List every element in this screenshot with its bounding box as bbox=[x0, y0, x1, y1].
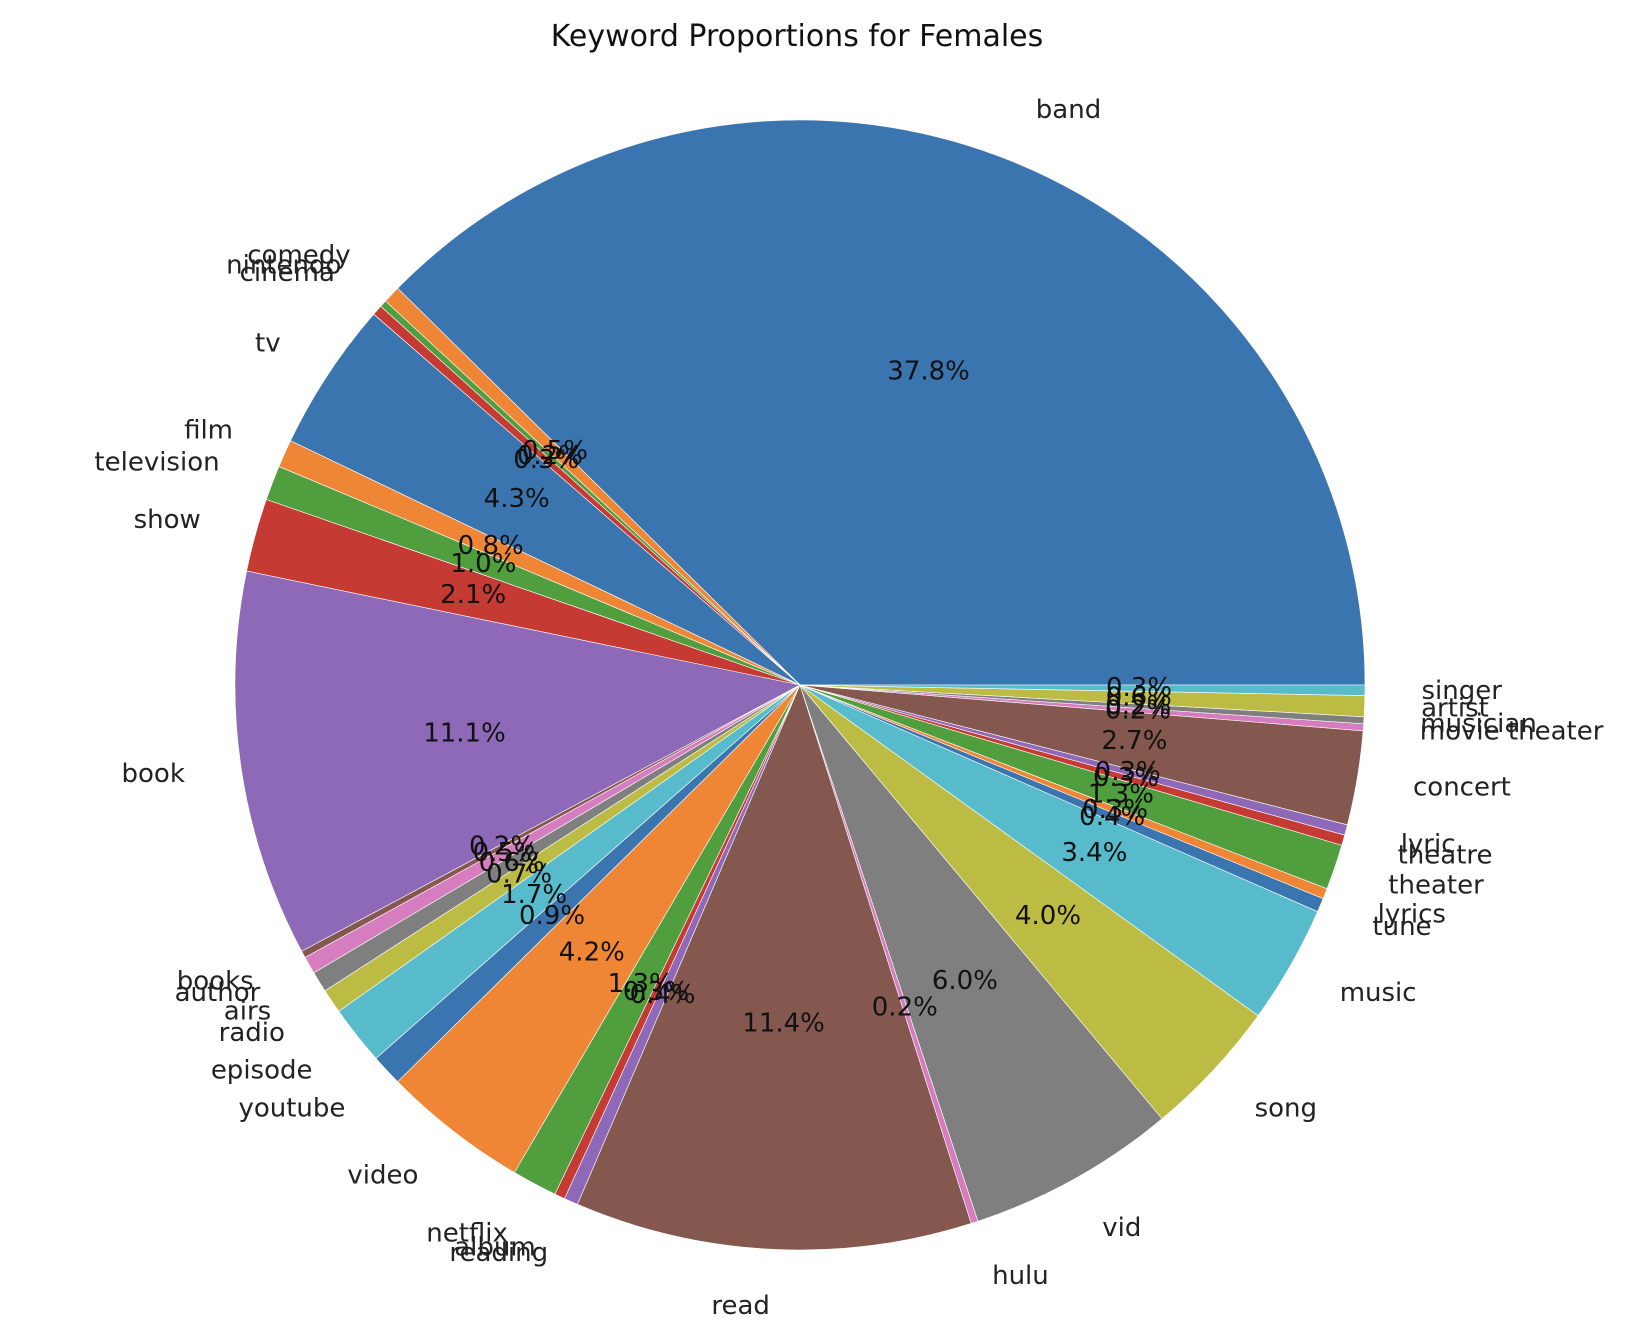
slice-percent-books: 0.2% bbox=[469, 832, 535, 862]
slice-label-theater: theater bbox=[1388, 870, 1484, 900]
slice-percent-vid: 6.0% bbox=[932, 966, 998, 996]
slice-percent-theater: 1.3% bbox=[1088, 779, 1154, 809]
chart-title: Keyword Proportions for Females bbox=[551, 19, 1044, 54]
slice-label-lyric: lyric bbox=[1401, 829, 1456, 859]
slice-percent-musician: 0.2% bbox=[1105, 691, 1171, 721]
slice-label-youtube: youtube bbox=[238, 1094, 345, 1124]
slice-label-tv: tv bbox=[255, 329, 281, 359]
slice-label-vid: vid bbox=[1102, 1213, 1141, 1243]
slice-percent-album: 0.3% bbox=[623, 977, 689, 1007]
slice-percent-reading: 0.4% bbox=[630, 980, 696, 1010]
slice-label-hulu: hulu bbox=[992, 1261, 1049, 1291]
slice-label-airs: airs bbox=[224, 997, 271, 1027]
slice-percent-netflix: 1.3% bbox=[608, 969, 674, 999]
slice-percent-cinema: 0.3% bbox=[513, 445, 579, 475]
slice-label-comedy: comedy bbox=[247, 241, 350, 271]
slice-label-song: song bbox=[1255, 1094, 1317, 1124]
pie-slice-book bbox=[234, 570, 801, 952]
slice-percent-song: 4.0% bbox=[1015, 901, 1081, 931]
slice-label-theatre: theatre bbox=[1398, 841, 1493, 871]
slice-percent-read: 11.4% bbox=[742, 1009, 825, 1039]
slice-percent-youtube: 0.9% bbox=[519, 901, 585, 931]
slice-label-movie-theater: movie theater bbox=[1420, 717, 1604, 747]
slice-label-episode: episode bbox=[211, 1055, 313, 1085]
slice-label-radio: radio bbox=[219, 1018, 285, 1048]
slice-label-music: music bbox=[1340, 978, 1417, 1008]
slice-label-books: books bbox=[177, 966, 254, 996]
slice-label-musician: musician bbox=[1420, 709, 1537, 739]
slice-percent-nintendo: 0.2% bbox=[517, 441, 583, 471]
slice-label-television: television bbox=[94, 448, 219, 478]
pie-slice-singer bbox=[799, 684, 1366, 696]
slice-label-video: video bbox=[347, 1161, 418, 1191]
slice-label-concert: concert bbox=[1413, 773, 1511, 803]
slice-percent-band: 37.8% bbox=[887, 356, 970, 386]
slice-label-artist: artist bbox=[1421, 693, 1489, 723]
slice-percent-hulu: 0.2% bbox=[872, 992, 938, 1022]
slice-label-tune: tune bbox=[1372, 912, 1431, 942]
pie-slices bbox=[234, 119, 1366, 1251]
pie-slice-read bbox=[577, 684, 972, 1251]
slice-percent-lyric: 0.3% bbox=[1095, 757, 1161, 787]
slice-label-nintendo: nintendo bbox=[226, 251, 341, 281]
pie-slice-band bbox=[397, 119, 1366, 686]
slice-percent-radio: 0.7% bbox=[486, 860, 552, 890]
slice-label-reading: reading bbox=[449, 1238, 548, 1268]
slice-percent-lyrics: 0.3% bbox=[1082, 795, 1148, 825]
slice-percent-tv: 4.3% bbox=[484, 484, 550, 514]
slice-percent-tune: 0.4% bbox=[1079, 802, 1145, 832]
slice-percent-video: 4.2% bbox=[559, 938, 625, 968]
pie-slice-vid bbox=[799, 684, 1163, 1222]
slice-label-singer: singer bbox=[1422, 676, 1503, 706]
slice-percentages: 37.8%0.5%0.2%0.3%4.3%0.8%1.0%2.1%11.1%0.… bbox=[423, 356, 1172, 1038]
slice-label-album: album bbox=[454, 1233, 535, 1263]
slice-percent-singer: 0.3% bbox=[1106, 673, 1172, 703]
slice-percent-author: 0.5% bbox=[473, 838, 539, 868]
slice-label-read: read bbox=[711, 1291, 770, 1321]
slice-percent-film: 0.8% bbox=[458, 531, 524, 561]
slice-percent-artist: 0.6% bbox=[1106, 683, 1172, 713]
slice-label-band: band bbox=[1036, 95, 1101, 125]
slice-label-film: film bbox=[184, 415, 233, 445]
slice-label-show: show bbox=[134, 505, 201, 535]
slice-percent-airs: 0.6% bbox=[479, 848, 545, 878]
slice-percent-comedy: 0.5% bbox=[522, 436, 588, 466]
slice-percent-theatre: 0.3% bbox=[1093, 763, 1159, 793]
slice-label-netflix: netflix bbox=[426, 1219, 508, 1249]
slice-percent-book: 11.1% bbox=[423, 719, 506, 749]
slice-percent-movie-theater: 0.2% bbox=[1105, 695, 1171, 725]
slice-label-author: author bbox=[175, 978, 261, 1008]
slice-percent-episode: 1.7% bbox=[501, 880, 567, 910]
slice-label-lyrics: lyrics bbox=[1378, 900, 1446, 930]
slice-label-cinema: cinema bbox=[240, 258, 335, 288]
slice-percent-concert: 2.7% bbox=[1101, 726, 1167, 756]
slice-percent-show: 2.1% bbox=[440, 580, 506, 610]
slice-percent-television: 1.0% bbox=[450, 549, 516, 579]
slice-percent-music: 3.4% bbox=[1061, 838, 1127, 868]
slice-label-book: book bbox=[122, 759, 185, 789]
